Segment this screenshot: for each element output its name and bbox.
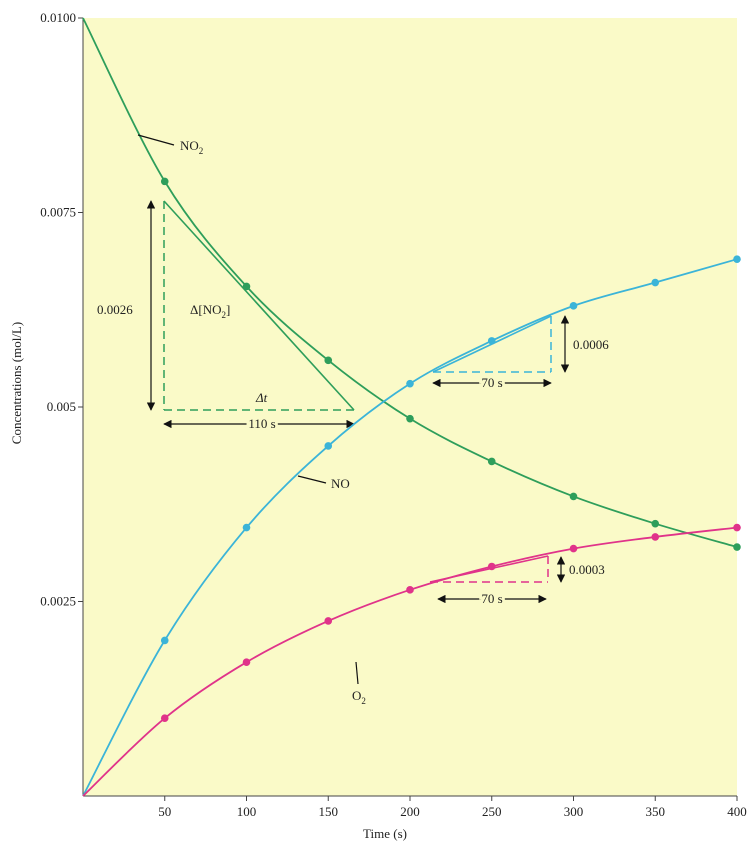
no2-delta-t-label: Δt — [255, 390, 268, 405]
series-line-no2 — [82, 17, 738, 548]
x-tick-label: 200 — [400, 804, 420, 819]
y-axis-label: Concentrations (mol/L) — [9, 322, 24, 444]
o2-delta-conc-label: 0.0003 — [569, 562, 605, 577]
x-ticks: 50 100 150 200 250 300 350 400 — [158, 796, 747, 819]
data-point-o2 — [242, 658, 251, 666]
data-point-o2 — [160, 714, 169, 722]
data-point-no — [160, 636, 169, 645]
o2-label-leader — [355, 661, 359, 685]
o2-time-span-label: 70 s — [481, 591, 502, 606]
data-point-o2 — [487, 562, 496, 571]
y-tick-label: 0.0075 — [40, 205, 76, 220]
no-delta-conc-label: 0.0006 — [573, 337, 609, 352]
y-ticks: 0.0025 0.005 0.0075 0.0100 — [40, 10, 83, 609]
no-label-leader — [297, 475, 327, 484]
no2-rate-triangle — [146, 200, 355, 429]
data-point-o2 — [324, 617, 333, 625]
no2-tangent-line — [163, 200, 355, 411]
data-point-no2 — [569, 492, 578, 501]
series-label-o2: O2 — [352, 688, 366, 706]
data-point-o2 — [733, 523, 741, 532]
data-point-o2 — [651, 533, 660, 541]
no2-delta-label: Δ[NO2] — [190, 302, 230, 320]
x-tick-label: 400 — [727, 804, 747, 819]
x-tick-label: 100 — [237, 804, 257, 819]
x-tick-label: 150 — [319, 804, 339, 819]
data-point-no — [324, 442, 333, 450]
data-point-no — [406, 379, 414, 388]
no-time-span-label: 70 s — [481, 375, 502, 390]
data-point-no2 — [324, 356, 333, 365]
x-tick-label: 50 — [158, 804, 171, 819]
data-point-no — [487, 337, 496, 345]
series-line-no — [82, 258, 738, 797]
data-point-no2 — [160, 177, 169, 186]
series-layer — [82, 17, 741, 797]
data-point-no — [651, 278, 660, 287]
data-point-no2 — [651, 519, 660, 528]
plot-background — [83, 18, 737, 796]
series-label-no2: NO2 — [180, 138, 203, 156]
x-axis-label: Time (s) — [363, 826, 407, 841]
no2-delta-conc-label: 0.0026 — [97, 302, 133, 317]
x-tick-label: 300 — [564, 804, 584, 819]
data-point-no2 — [733, 543, 741, 551]
no-rate-triangle — [432, 315, 570, 388]
data-point-no2 — [487, 457, 496, 466]
data-point-no — [733, 255, 741, 263]
data-point-no — [569, 302, 578, 310]
no2-label-leader — [137, 134, 175, 146]
x-tick-label: 350 — [646, 804, 666, 819]
series-label-no: NO — [331, 476, 350, 491]
y-tick-label: 0.0100 — [40, 10, 76, 25]
data-point-no2 — [242, 282, 251, 291]
data-point-no — [242, 523, 251, 532]
x-tick-label: 250 — [482, 804, 502, 819]
data-point-no2 — [406, 414, 414, 423]
data-point-o2 — [569, 544, 578, 553]
data-point-o2 — [406, 586, 414, 594]
y-tick-label: 0.0025 — [40, 594, 76, 609]
y-tick-label: 0.005 — [47, 399, 76, 414]
no2-time-span-label: 110 s — [248, 416, 275, 431]
